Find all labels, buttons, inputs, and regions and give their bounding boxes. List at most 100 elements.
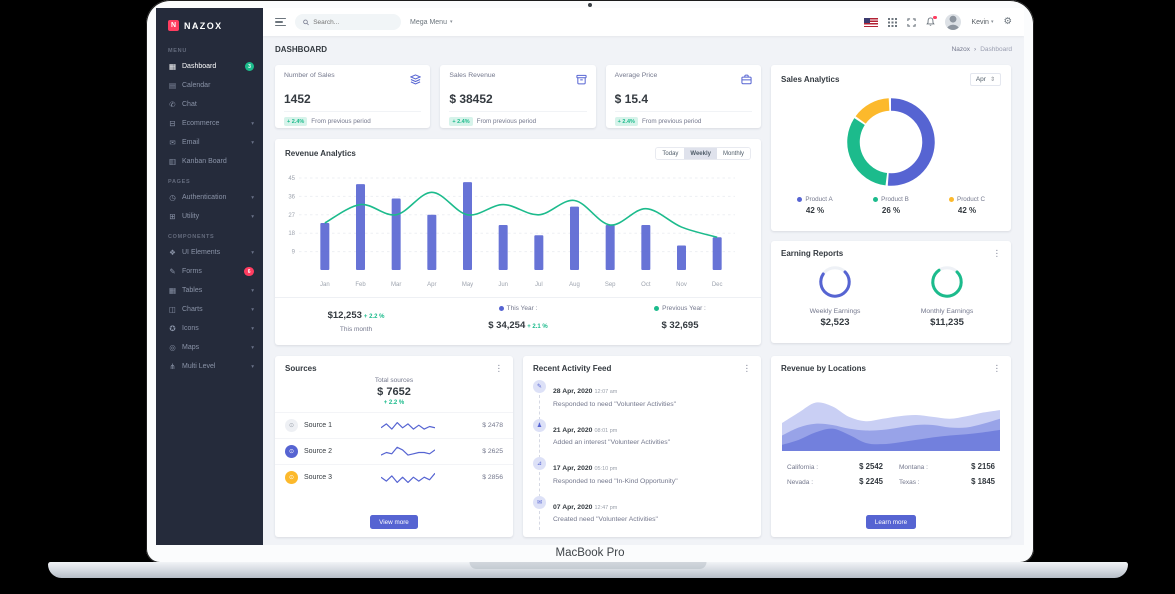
chevron-down-icon: ▾: [251, 325, 254, 332]
donut-legend: Product A 42 % Product B 26 % Product C …: [771, 196, 1011, 215]
mail-icon: ✉: [533, 495, 546, 509]
search-input[interactable]: [313, 18, 393, 26]
svg-text:Nov: Nov: [676, 282, 687, 288]
sidebar-item-ui-elements[interactable]: ❖ UI Elements ▾: [169, 248, 254, 257]
app-logo[interactable]: N NAZOX: [156, 13, 263, 40]
mega-menu-button[interactable]: Mega Menu ▾: [410, 18, 453, 26]
legend-dot: [797, 197, 803, 202]
layers-icon: [409, 72, 422, 90]
locations-stats: California : $ 2542 Montana : $ 2156 Nevad…: [787, 462, 995, 486]
kebab-menu-icon[interactable]: ⋮: [992, 363, 1002, 374]
sidebar-item-utility[interactable]: ⊞ Utility ▾: [169, 212, 254, 221]
activity-item: ⊿ 17 Apr, 2020 05:10 pm Responded to need…: [533, 457, 751, 496]
legend-dot: [949, 197, 954, 202]
utility-icon: ⊞: [169, 212, 176, 221]
svg-text:Aug: Aug: [569, 282, 580, 288]
sidebar-item-forms[interactable]: ✎ Forms 6: [156, 262, 263, 281]
sidebar: N NAZOX MENU ▦ Dashboard 3 ▤ Calendar ✆ …: [156, 8, 263, 545]
svg-text:Oct: Oct: [641, 282, 651, 288]
tab-weekly[interactable]: Weekly: [684, 148, 717, 159]
svg-text:Mar: Mar: [391, 282, 401, 288]
sidebar-item-calendar[interactable]: ▤ Calendar: [168, 81, 211, 90]
chevron-down-icon: ▾: [251, 249, 254, 256]
svg-text:27: 27: [288, 213, 295, 219]
forms-badge: 6: [244, 267, 254, 276]
sales-donut-chart: [847, 98, 935, 186]
source-3-icon: ⊙: [285, 471, 298, 484]
chevron-down-icon: ▾: [251, 363, 254, 370]
sidebar-item-charts[interactable]: ◫ Charts ▾: [168, 305, 254, 314]
sidebar-item-maps[interactable]: ◎ Maps ▾: [169, 343, 254, 352]
period-select[interactable]: Apr ⇕: [969, 73, 1001, 86]
breadcrumb-separator: ›: [974, 46, 977, 53]
laptop-base-notch: [469, 562, 707, 569]
ui-elements-icon: ❖: [169, 248, 176, 257]
sidebar-item-dashboard[interactable]: ▦ Dashboard 3: [156, 57, 263, 76]
breadcrumb-current: Dashboard: [980, 46, 1012, 53]
edit-icon: ✎: [533, 380, 546, 393]
tab-today[interactable]: Today: [656, 148, 685, 159]
earning-reports-card: Earning Reports ⋮ Weekly Earnings $2,523: [771, 241, 1011, 343]
user-avatar[interactable]: [945, 14, 962, 30]
legend-dot: [654, 306, 660, 311]
svg-text:36: 36: [288, 194, 295, 200]
tab-monthly[interactable]: Monthly: [716, 148, 750, 159]
stat-card-number-of-sales: Number of Sales 1452 + 2.4%: [275, 65, 431, 128]
revenue-analytics-chart: 9 18 27 36 45 Jan Feb Mar Apr May Jun Jul Aug Sep Oct N…: [288, 176, 735, 288]
activity-item: ✉ 07 Apr, 2020 12:47 pm Created need "Vol…: [533, 495, 751, 535]
multi-level-icon: ⋔: [169, 362, 176, 371]
fullscreen-icon[interactable]: [907, 17, 917, 27]
user-menu[interactable]: Kevin ▾: [971, 18, 994, 26]
revenue-range-tabs: Today Weekly Monthly: [655, 147, 751, 160]
chevron-down-icon: ▾: [251, 306, 254, 313]
laptop-screen: N NAZOX MENU ▦ Dashboard 3 ▤ Calendar ✆ …: [146, 0, 1034, 563]
monthly-earnings: Monthly Earnings $11,235: [891, 264, 1003, 328]
sidebar-item-authentication[interactable]: ◷ Authentication ▾: [169, 193, 254, 202]
sales-analytics-card: Sales Analytics Apr ⇕ Product A: [771, 65, 1011, 231]
source-2-sparkline: [380, 446, 435, 456]
locations-area-chart: [782, 402, 1000, 451]
source-2-icon: ⊙: [285, 445, 298, 458]
laptop-base: [48, 562, 1128, 578]
source-row[interactable]: ⊙ Source 1 $ 2478: [275, 412, 513, 438]
dashboard-content: Number of Sales 1452 + 2.4%: [263, 63, 1024, 537]
page-header: DASHBOARD Nazox › Dashboard: [263, 36, 1024, 63]
device-label: MacBook Pro: [555, 547, 625, 559]
learn-more-button[interactable]: Learn more: [865, 515, 917, 529]
kebab-menu-icon[interactable]: ⋮: [742, 363, 752, 374]
source-row[interactable]: ⊙ Source 2 $ 2625: [275, 438, 513, 464]
legend-dot: [498, 306, 504, 311]
kebab-menu-icon[interactable]: ⋮: [992, 248, 1002, 259]
sidebar-item-chat[interactable]: ✆ Chat: [169, 100, 197, 109]
sidebar-item-tables[interactable]: ▦ Tables ▾: [168, 286, 254, 295]
svg-text:18: 18: [288, 231, 295, 237]
ecommerce-icon: ⊟: [169, 119, 176, 128]
breadcrumb-root[interactable]: Nazox: [951, 46, 971, 53]
kanban-icon: ▥: [168, 157, 177, 166]
view-more-button[interactable]: View more: [370, 515, 418, 529]
activity-item: ✎ 28 Apr, 2020 12:07 am Responded to need…: [533, 380, 751, 419]
kebab-menu-icon[interactable]: ⋮: [494, 363, 504, 374]
legend-dot: [873, 197, 879, 202]
search-box: [295, 14, 401, 30]
menu-toggle-icon[interactable]: [275, 17, 286, 27]
main-area: Mega Menu ▾: [263, 8, 1024, 545]
language-flag-icon[interactable]: [864, 17, 879, 27]
apps-grid-icon[interactable]: [888, 17, 898, 27]
settings-gear-icon[interactable]: ⚙: [1003, 16, 1012, 28]
stat-card-average-price: Average Price $ 15.4 + 2.4%: [605, 65, 761, 128]
chevron-down-icon: ▾: [251, 139, 254, 146]
sidebar-item-icons[interactable]: ✪ Icons ▾: [169, 324, 254, 333]
svg-text:45: 45: [288, 176, 295, 182]
chevron-down-icon: ▾: [251, 213, 254, 220]
revenue-by-locations-card: Revenue by Locations ⋮ California : $ 254…: [771, 356, 1011, 537]
sidebar-item-email[interactable]: ✉ Email ▾: [169, 138, 254, 147]
sidebar-item-multi-level[interactable]: ⋔ Multi Level ▾: [169, 362, 254, 371]
notifications-bell-icon[interactable]: [926, 15, 937, 27]
briefcase-icon: [741, 72, 752, 90]
sidebar-item-kanban-board[interactable]: ▥ Kanban Board: [168, 157, 227, 166]
sidebar-item-ecommerce[interactable]: ⊟ Ecommerce ▾: [169, 119, 254, 128]
source-row[interactable]: ⊙ Source 3 $ 2856: [275, 464, 513, 490]
svg-text:Apr: Apr: [427, 282, 436, 288]
chevron-down-icon: ▾: [990, 19, 994, 25]
